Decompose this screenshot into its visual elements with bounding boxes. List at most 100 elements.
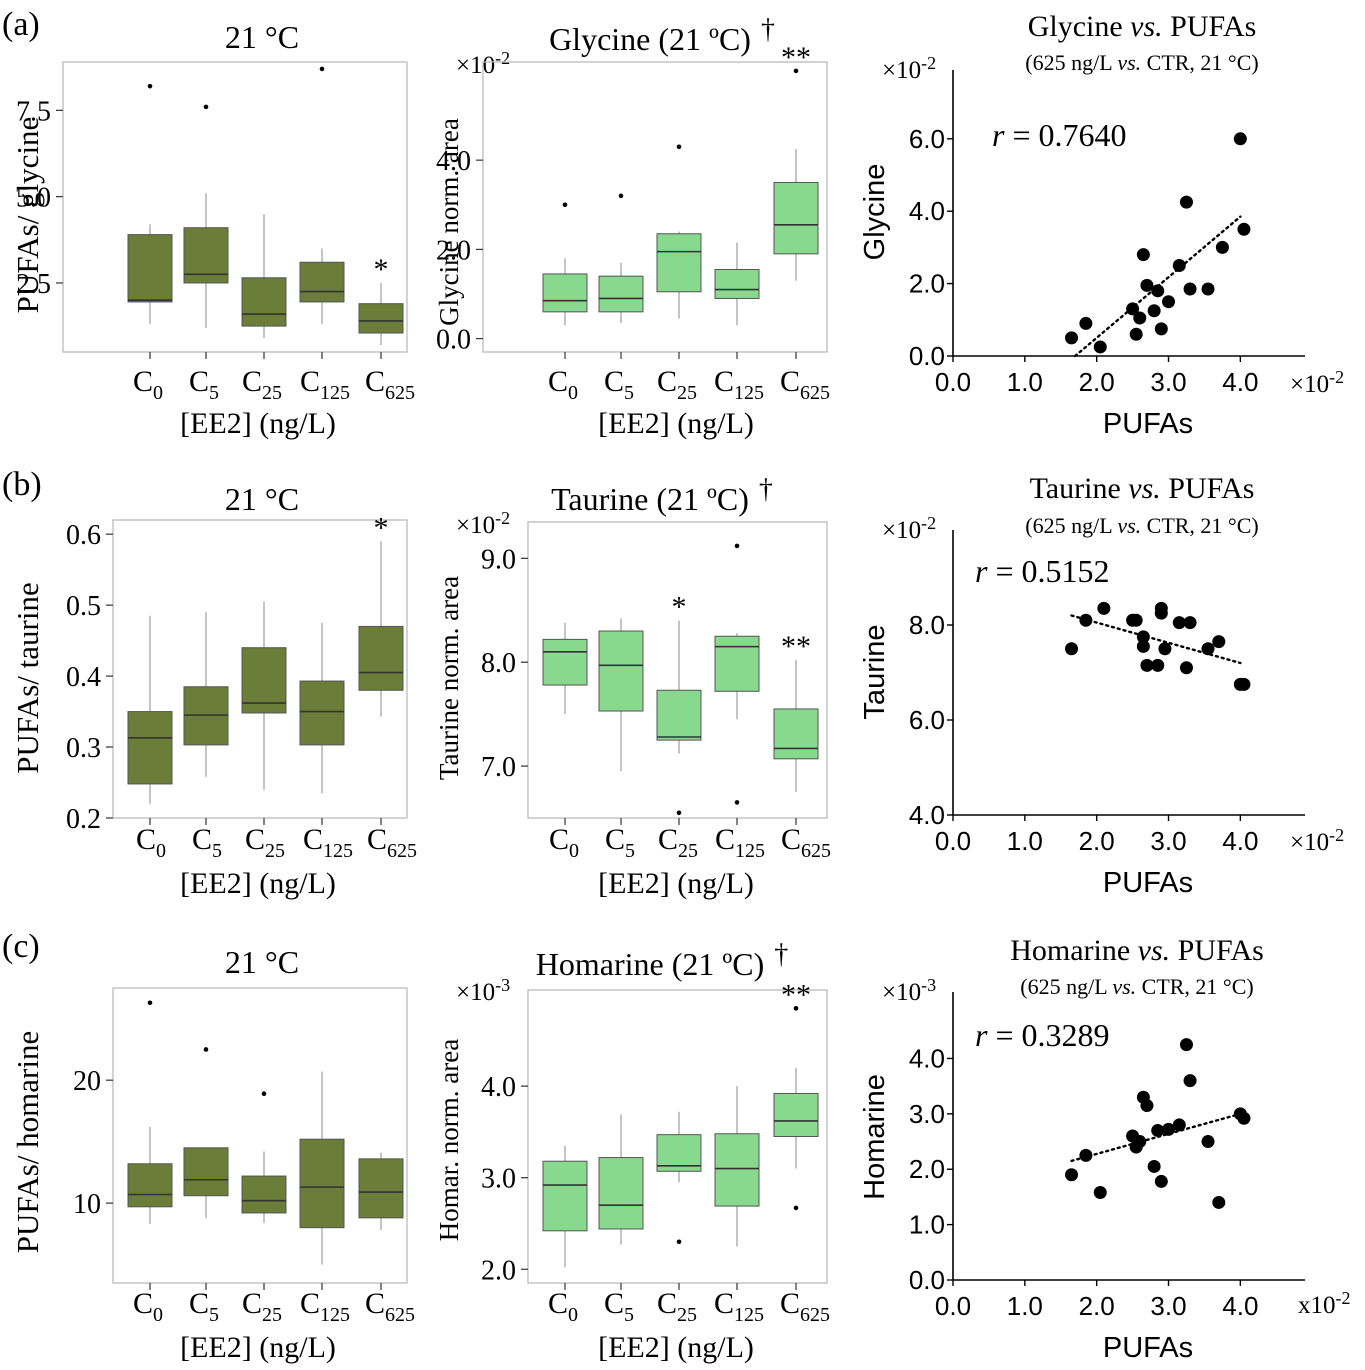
y-tick-label: 4.0 (481, 1072, 516, 1103)
y-tick-label: 7.5 (16, 96, 51, 127)
data-point (1183, 1074, 1197, 1088)
y-tick-label: 0.0 (436, 325, 471, 356)
outlier-point (676, 1239, 682, 1245)
data-point (1129, 613, 1143, 627)
row-a: (a) 21 °C PUFAs/ glycine C0 C5 C25 C125 … (2, 6, 1344, 440)
x-tick-label: 2.0 (1079, 1291, 1115, 1321)
ratio-xlabel-b: [EE2] (ng/L) (180, 867, 336, 900)
category-label: C0 (549, 823, 579, 862)
ratio-xlabel-c: [EE2] (ng/L) (180, 1331, 336, 1364)
row-c: (c) 21 °C PUFAs/ homarine C0 C5 C25 C125… (2, 928, 1351, 1364)
x-tick-label: 1.0 (1007, 367, 1043, 397)
box (241, 1175, 287, 1214)
scatter-r-c: r = 0.3289 (975, 1017, 1110, 1053)
scatter-xlabel-c: PUFAs (1103, 1332, 1193, 1364)
row-label-a: (a) (2, 6, 40, 43)
data-point (1151, 1123, 1165, 1137)
scatter-ylabel-c: Homarine (859, 1074, 891, 1200)
x-tick-label: 4.0 (1222, 826, 1258, 856)
outlier-point (676, 144, 682, 150)
significance-marker: ** (781, 978, 811, 1011)
y-tick-label: 6.0 (909, 124, 945, 154)
y-tick-label: 4.0 (436, 146, 471, 177)
scatter-ylabel-b: Taurine (859, 624, 891, 719)
scatter-panel: 0.0 1.0 2.0 3.0 4.0 4.0 6.0 8.0 (909, 530, 1305, 856)
data-point (1097, 601, 1111, 615)
data-point (1065, 331, 1079, 345)
y-tick-label: 0.3 (66, 733, 101, 764)
scatter-panel: 0.0 1.0 2.0 3.0 4.0 0.0 1.0 2.0 3.0 4.0 (909, 992, 1305, 1321)
y-tick-label: 6.0 (909, 705, 945, 735)
metab-title-b: Taurine (21 ºC) † (551, 474, 773, 517)
box (656, 233, 702, 293)
metab-title-c: Homarine (21 ºC) † (536, 939, 789, 982)
ratio-ylabel-b: PUFAs/ taurine (10, 582, 45, 773)
data-point (1237, 677, 1251, 691)
box (714, 1133, 760, 1207)
data-point (1201, 1135, 1215, 1149)
x-tick-label: 3.0 (1150, 826, 1186, 856)
x-tick-label: 2.0 (1079, 367, 1115, 397)
data-point (1065, 642, 1079, 656)
box-plot-panel: 7.08.09.0*** (481, 521, 828, 825)
metab-multiplier-b: ×10-2 (456, 508, 510, 539)
scatter-x-multiplier-c: x10-2 (1298, 1288, 1351, 1319)
data-point (1212, 635, 1226, 649)
data-point (1237, 1111, 1251, 1125)
y-tick-label: 0.6 (66, 520, 101, 551)
data-point (1079, 316, 1093, 330)
metab-xlabel-b: [EE2] (ng/L) (598, 867, 754, 900)
box (241, 277, 287, 327)
outlier-point (793, 68, 799, 74)
box (241, 647, 287, 714)
data-point (1151, 658, 1165, 672)
plot-frame (527, 521, 828, 819)
box (598, 630, 644, 712)
ratio-ylabel-c: PUFAs/ homarine (10, 1031, 45, 1253)
metab-title-a: Glycine (21 ºC) † (549, 14, 775, 57)
row-label-c: (c) (2, 928, 40, 965)
box (183, 1147, 229, 1197)
significance-marker: ** (781, 41, 811, 74)
data-point (1179, 195, 1193, 209)
y-tick-label: 4.0 (909, 196, 945, 226)
data-point (1212, 1195, 1226, 1209)
box-plot-panel: 0.0 2.0 4.0 ** (436, 41, 828, 359)
y-tick-label: 0.0 (909, 1265, 945, 1295)
plot-frame (112, 987, 408, 1284)
y-tick-label: 8.0 (481, 648, 516, 679)
box (773, 708, 819, 760)
y-tick-label: 0.4 (66, 662, 101, 693)
chart-marks: 2.55.07.5*0.02.04.0**0.0 1.0 2.0 3.0 4.00.02… (16, 41, 1305, 1321)
trend-line (1070, 1112, 1242, 1163)
y-tick-label: 1.0 (909, 1210, 945, 1240)
ratio-title-b: 21 °C (225, 481, 299, 517)
scatter-title-b: Taurine vs. PUFAs (1030, 472, 1255, 505)
data-point (1215, 240, 1229, 254)
outlier-point (203, 1047, 209, 1052)
scatter-y-multiplier-a: ×10-2 (882, 53, 936, 84)
data-point (1140, 278, 1154, 292)
y-tick-label: 3.0 (909, 1099, 945, 1129)
data-point (1154, 601, 1168, 615)
outlier-point (676, 810, 682, 816)
outlier-point (618, 193, 624, 199)
data-point (1126, 302, 1140, 316)
data-point (1136, 630, 1150, 644)
y-tick-label: 4.0 (909, 1043, 945, 1073)
y-tick-label: 2.0 (436, 235, 471, 266)
category-label: C25 (245, 823, 285, 862)
scatter-y-multiplier-b: ×10-2 (882, 513, 936, 544)
significance-marker: ** (781, 630, 811, 663)
x-tick-label: 3.0 (1150, 367, 1186, 397)
data-point (1154, 322, 1168, 336)
x-tick-label: 0.0 (935, 1291, 971, 1321)
data-point (1136, 248, 1150, 262)
box (127, 711, 173, 785)
data-point (1172, 1118, 1186, 1132)
data-point (1179, 661, 1193, 675)
ratio-title-c: 21 °C (225, 944, 299, 980)
metab-xlabel-c: [EE2] (ng/L) (598, 1331, 754, 1364)
outlier-point (734, 543, 740, 549)
